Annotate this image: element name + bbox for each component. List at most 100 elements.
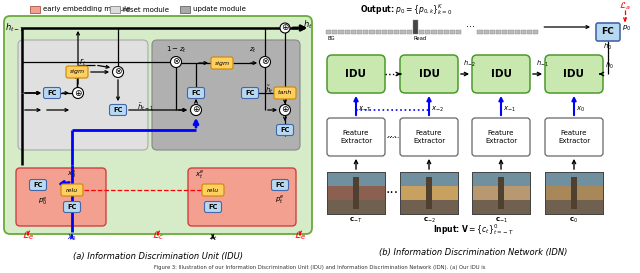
- Text: IDU: IDU: [563, 69, 584, 79]
- FancyBboxPatch shape: [527, 30, 532, 34]
- FancyBboxPatch shape: [364, 30, 369, 34]
- Text: ⊗: ⊗: [261, 58, 269, 67]
- FancyBboxPatch shape: [29, 180, 47, 191]
- Text: Extractor: Extractor: [485, 138, 517, 144]
- Text: IDU: IDU: [419, 69, 440, 79]
- FancyBboxPatch shape: [241, 88, 259, 99]
- FancyBboxPatch shape: [400, 200, 458, 214]
- FancyBboxPatch shape: [276, 124, 294, 135]
- FancyBboxPatch shape: [477, 30, 483, 34]
- FancyBboxPatch shape: [490, 30, 495, 34]
- FancyBboxPatch shape: [444, 30, 449, 34]
- FancyBboxPatch shape: [496, 30, 501, 34]
- Text: $x_t^e$: $x_t^e$: [195, 169, 205, 181]
- Text: relu: relu: [207, 188, 219, 192]
- FancyBboxPatch shape: [44, 88, 61, 99]
- Text: $x_{-1}$: $x_{-1}$: [503, 105, 516, 114]
- FancyBboxPatch shape: [472, 118, 530, 156]
- FancyBboxPatch shape: [400, 55, 458, 93]
- Text: FC: FC: [191, 90, 201, 96]
- Text: FC: FC: [67, 204, 77, 210]
- Text: Extractor: Extractor: [340, 138, 372, 144]
- Text: Feature: Feature: [488, 130, 514, 136]
- Text: tanh: tanh: [278, 91, 292, 96]
- FancyBboxPatch shape: [413, 20, 418, 34]
- Text: FC: FC: [47, 90, 57, 96]
- Text: $1-z_t$: $1-z_t$: [166, 45, 186, 55]
- Circle shape: [259, 57, 271, 67]
- Text: $h_{t-1}$: $h_{t-1}$: [5, 22, 25, 34]
- Text: (a) Information Discrimination Unit (IDU): (a) Information Discrimination Unit (IDU…: [73, 253, 243, 262]
- FancyBboxPatch shape: [326, 30, 332, 34]
- Text: ⊕: ⊕: [192, 105, 200, 114]
- FancyBboxPatch shape: [545, 55, 603, 93]
- Text: $r_t$: $r_t$: [79, 56, 86, 68]
- FancyBboxPatch shape: [327, 200, 385, 214]
- FancyBboxPatch shape: [180, 6, 190, 13]
- Text: Read: Read: [414, 35, 427, 40]
- Text: ···: ···: [386, 186, 399, 200]
- Circle shape: [280, 23, 290, 33]
- Text: $x_t$: $x_t$: [209, 233, 218, 243]
- FancyBboxPatch shape: [188, 168, 296, 226]
- FancyBboxPatch shape: [327, 172, 385, 214]
- FancyBboxPatch shape: [63, 201, 81, 212]
- FancyBboxPatch shape: [351, 30, 356, 34]
- FancyBboxPatch shape: [376, 30, 381, 34]
- Text: Input: $\mathbf{V} = \{c_t\}_{t=-T}^{0}$: Input: $\mathbf{V} = \{c_t\}_{t=-T}^{0}$: [433, 222, 513, 238]
- Text: $p_0^e$: $p_0^e$: [38, 196, 47, 208]
- FancyBboxPatch shape: [472, 200, 530, 214]
- FancyBboxPatch shape: [406, 30, 412, 34]
- FancyBboxPatch shape: [188, 88, 205, 99]
- Text: $h_{-2}$: $h_{-2}$: [463, 59, 476, 69]
- Text: ⊕: ⊕: [281, 23, 289, 32]
- Text: FC: FC: [602, 28, 614, 37]
- Text: $x_0$: $x_0$: [67, 233, 77, 243]
- Text: FC: FC: [280, 127, 290, 133]
- FancyBboxPatch shape: [205, 201, 221, 212]
- FancyBboxPatch shape: [571, 177, 577, 209]
- FancyBboxPatch shape: [545, 172, 603, 214]
- FancyBboxPatch shape: [401, 30, 406, 34]
- Text: Figure 3: Illustration of our Information Discrimination Unit (IDU) and Informat: Figure 3: Illustration of our Informatio…: [154, 266, 486, 271]
- FancyBboxPatch shape: [545, 172, 603, 186]
- FancyBboxPatch shape: [332, 30, 337, 34]
- Text: ⊕: ⊕: [281, 105, 289, 114]
- Circle shape: [280, 105, 291, 115]
- FancyBboxPatch shape: [400, 172, 458, 214]
- FancyBboxPatch shape: [109, 105, 127, 115]
- FancyBboxPatch shape: [498, 177, 504, 209]
- Text: $\mathbf{c}_0$: $\mathbf{c}_0$: [570, 215, 579, 225]
- FancyBboxPatch shape: [508, 30, 514, 34]
- FancyBboxPatch shape: [472, 172, 530, 214]
- Text: Extractor: Extractor: [558, 138, 590, 144]
- FancyBboxPatch shape: [30, 6, 40, 13]
- FancyBboxPatch shape: [394, 30, 399, 34]
- FancyBboxPatch shape: [274, 87, 296, 99]
- Text: $\mathcal{L}_a$: $\mathcal{L}_a$: [619, 0, 631, 12]
- Text: $h_{-1}$: $h_{-1}$: [536, 59, 548, 69]
- Text: $\tilde{h}_t$: $\tilde{h}_t$: [265, 84, 273, 96]
- Text: BG: BG: [328, 35, 335, 40]
- FancyBboxPatch shape: [211, 57, 233, 69]
- Text: Feature: Feature: [561, 130, 587, 136]
- FancyBboxPatch shape: [327, 55, 385, 93]
- FancyBboxPatch shape: [327, 118, 385, 156]
- Text: ⊗: ⊗: [172, 58, 180, 67]
- FancyBboxPatch shape: [271, 180, 289, 191]
- Text: IDU: IDU: [490, 69, 511, 79]
- FancyBboxPatch shape: [353, 177, 359, 209]
- Text: $x_{-T}$: $x_{-T}$: [358, 105, 372, 114]
- Text: Output: $p_0 = \{p_{0,k}\}_{k=0}^{K}$: Output: $p_0 = \{p_{0,k}\}_{k=0}^{K}$: [360, 2, 452, 17]
- FancyBboxPatch shape: [66, 66, 88, 78]
- Text: $\bar{h}_{t-1}$: $\bar{h}_{t-1}$: [137, 101, 154, 113]
- FancyBboxPatch shape: [431, 30, 436, 34]
- FancyBboxPatch shape: [4, 16, 312, 234]
- Text: relu: relu: [66, 188, 78, 192]
- FancyBboxPatch shape: [327, 172, 385, 186]
- FancyBboxPatch shape: [382, 30, 387, 34]
- FancyBboxPatch shape: [339, 30, 344, 34]
- Text: $p_0$: $p_0$: [622, 23, 631, 32]
- FancyBboxPatch shape: [110, 6, 120, 13]
- Text: sigm: sigm: [214, 61, 230, 66]
